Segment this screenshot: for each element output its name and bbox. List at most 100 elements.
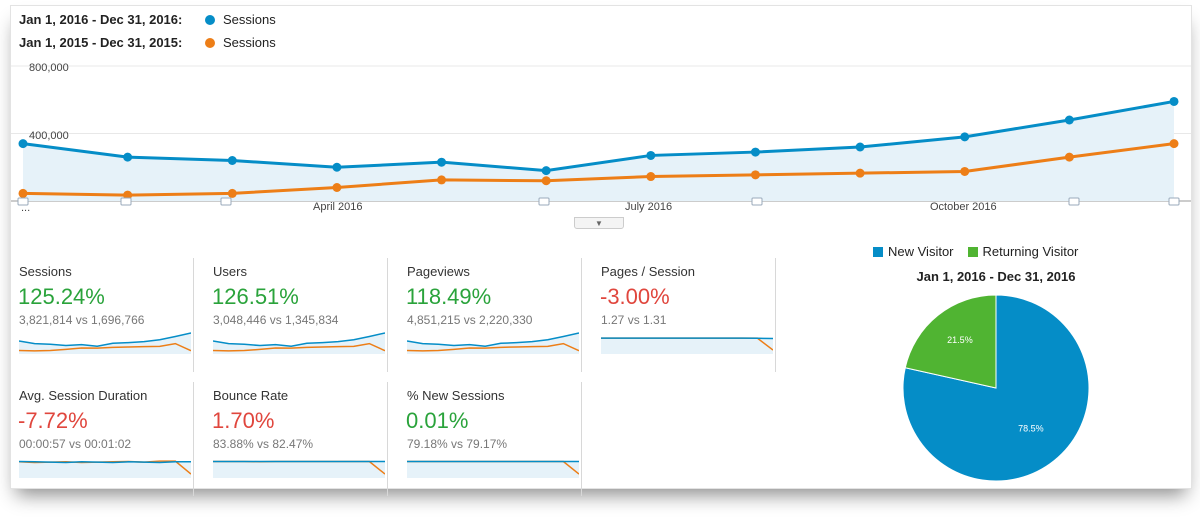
- series-line-previous: [22, 142, 1175, 197]
- pie-slice-label: 78.5%: [1018, 424, 1044, 434]
- x-tick-label: ...: [21, 202, 31, 214]
- data-point-previous: [646, 172, 656, 182]
- data-point-current: [750, 147, 760, 157]
- sparkline-area: [407, 332, 579, 354]
- metric-compare: 79.18% vs 79.17%: [407, 437, 508, 451]
- metric-sparkline: [213, 332, 385, 354]
- metric-users[interactable]: Users 126.51% 3,048,446 vs 1,345,834: [205, 258, 388, 372]
- sessions-line-chart[interactable]: [11, 56, 1191, 206]
- pie-legend: New Visitor Returning Visitor: [873, 244, 1078, 259]
- metric-pages-per-session[interactable]: Pages / Session -3.00% 1.27 vs 1.31: [593, 258, 776, 372]
- annotation-icon: [538, 197, 550, 206]
- series-area: [23, 101, 1174, 201]
- metric-name: Users: [213, 264, 247, 279]
- data-point-current: [332, 162, 342, 172]
- legend-previous-period[interactable]: Jan 1, 2015 - Dec 31, 2015: Sessions: [19, 35, 276, 50]
- sparkline-current: [19, 460, 191, 464]
- metric-change: 125.24%: [18, 284, 105, 309]
- metric-compare: 3,048,446 vs 1,345,834: [213, 313, 339, 327]
- sparkline-area: [19, 332, 191, 354]
- data-point-current: [855, 142, 865, 152]
- legend-current-label: Sessions: [223, 12, 276, 27]
- data-point-current: [541, 166, 551, 176]
- data-point-previous: [1169, 139, 1179, 149]
- data-point-current: [123, 152, 133, 162]
- pie-slice: [904, 294, 997, 389]
- returning-visitor-swatch: [967, 246, 978, 257]
- metric-compare: 1.27 vs 1.31: [601, 313, 667, 327]
- visitor-pie-chart[interactable]: 78.5% 21.5%: [889, 288, 1089, 488]
- metric-change: 0.01%: [406, 408, 469, 433]
- data-point-current: [1169, 96, 1179, 106]
- metric-pageviews[interactable]: Pageviews 118.49% 4,851,215 vs 2,220,330: [399, 258, 582, 372]
- metric-change: 1.70%: [212, 408, 275, 433]
- legend-previous-label: Sessions: [223, 35, 276, 50]
- x-tick-label: October 2016: [930, 201, 997, 213]
- annotation-icon: [120, 197, 132, 206]
- legend-current-period[interactable]: Jan 1, 2016 - Dec 31, 2016: Sessions: [19, 12, 276, 27]
- data-point-previous: [332, 183, 342, 192]
- x-tick-label: April 2016: [313, 201, 363, 213]
- data-point-current: [437, 157, 447, 167]
- data-point-previous: [437, 175, 447, 185]
- sparkline-previous: [407, 342, 579, 352]
- data-point-current: [227, 156, 237, 165]
- pie-legend-new-visitor[interactable]: New Visitor: [888, 244, 954, 259]
- data-point-previous: [541, 176, 551, 186]
- pie-legend-returning-visitor[interactable]: Returning Visitor: [982, 244, 1079, 259]
- metric-compare: 00:00:57 vs 00:01:02: [19, 437, 132, 451]
- metric-compare: 3,821,814 vs 1,696,766: [19, 313, 145, 327]
- y-tick-label: 800,000: [29, 62, 69, 74]
- metric-sparkline: [407, 460, 579, 478]
- sparkline-previous: [213, 342, 385, 352]
- data-point-previous: [960, 166, 970, 176]
- pie-slice-label: 21.5%: [947, 335, 973, 345]
- metric-new-sessions[interactable]: % New Sessions 0.01% 79.18% vs 79.17%: [399, 382, 582, 496]
- data-point-previous: [227, 188, 237, 198]
- metric-sparkline: [19, 332, 191, 354]
- metric-avg-session-duration[interactable]: Avg. Session Duration -7.72% 00:00:57 vs…: [11, 382, 194, 496]
- data-point-current: [1064, 115, 1074, 125]
- legend-previous-range: Jan 1, 2015 - Dec 31, 2015:: [19, 35, 183, 50]
- sparkline-area: [213, 461, 385, 478]
- data-point-previous: [18, 188, 28, 198]
- series-line-current: [22, 99, 1175, 173]
- data-point-previous: [123, 190, 133, 200]
- data-point-previous: [1064, 152, 1074, 162]
- annotation-icon: [1068, 197, 1080, 206]
- legend-current-range: Jan 1, 2016 - Dec 31, 2016:: [19, 12, 183, 27]
- sparkline-area: [601, 338, 773, 354]
- metric-compare: 4,851,215 vs 2,220,330: [407, 313, 533, 327]
- metric-bounce-rate[interactable]: Bounce Rate 1.70% 83.88% vs 82.47%: [205, 382, 388, 496]
- annotation-icon: [220, 197, 232, 206]
- metric-name: % New Sessions: [407, 388, 505, 403]
- sparkline-area: [213, 332, 385, 354]
- metric-name: Avg. Session Duration: [19, 388, 148, 403]
- metric-change: -3.00%: [600, 284, 670, 309]
- data-point-current: [960, 132, 970, 142]
- metric-change: 118.49%: [406, 284, 492, 309]
- data-point-previous: [750, 170, 760, 180]
- chart-expand-toggle[interactable]: ▼: [574, 217, 624, 229]
- analytics-report-card: Jan 1, 2016 - Dec 31, 2016: Sessions Jan…: [10, 5, 1192, 496]
- metric-name: Sessions: [19, 264, 72, 279]
- x-tick-label: July 2016: [625, 201, 673, 213]
- metric-name: Pageviews: [407, 264, 470, 279]
- legend-previous-dot: [205, 37, 215, 48]
- data-point-current: [646, 150, 656, 160]
- metric-change: -7.72%: [18, 408, 88, 433]
- y-tick-label: 400,000: [29, 130, 69, 142]
- new-visitor-swatch: [873, 246, 883, 257]
- metric-name: Pages / Session: [601, 264, 695, 279]
- metric-compare: 83.88% vs 82.47%: [213, 437, 314, 451]
- metric-sparkline: [19, 460, 191, 478]
- metric-name: Bounce Rate: [213, 388, 289, 403]
- metric-sessions[interactable]: Sessions 125.24% 3,821,814 vs 1,696,766: [11, 258, 194, 372]
- data-point-current: [18, 139, 28, 149]
- sparkline-current: [213, 332, 385, 347]
- sparkline-previous: [19, 342, 191, 352]
- annotation-icon: [17, 197, 29, 206]
- sparkline-area: [19, 461, 191, 478]
- metric-change: 126.51%: [212, 284, 299, 309]
- sparkline-area: [407, 461, 579, 478]
